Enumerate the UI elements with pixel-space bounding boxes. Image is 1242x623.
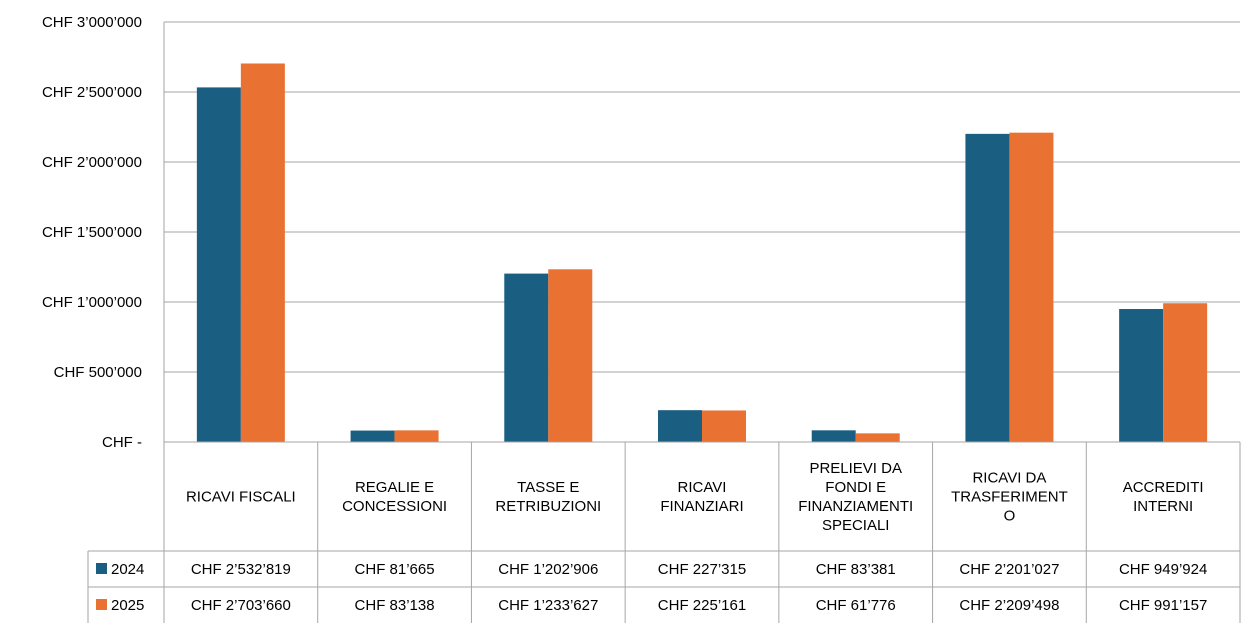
- data-label: CHF 2’209’498: [959, 597, 1059, 614]
- data-label: CHF 1’233’627: [498, 597, 598, 614]
- data-label: CHF 227’315: [658, 561, 746, 578]
- bar-2025-1: [240, 63, 285, 442]
- data-label: CHF 81’665: [355, 561, 435, 578]
- bar-2025-3: [548, 269, 593, 442]
- data-label: CHF 2’201’027: [959, 561, 1059, 578]
- category-label-line: INTERNI: [1133, 498, 1193, 515]
- data-label: CHF 949’924: [1119, 561, 1207, 578]
- data-label: CHF 61’776: [816, 597, 896, 614]
- data-label: CHF 2’532’819: [191, 561, 291, 578]
- category-label: RICAVI DA TRASFERIMENT O: [951, 470, 1068, 525]
- category-label-line: SPECIALI: [822, 517, 890, 534]
- category-label-line: RICAVI: [678, 479, 727, 496]
- bar-2024-1: [196, 87, 241, 443]
- bar-2025-4: [702, 410, 746, 442]
- data-label: CHF 83’381: [816, 561, 896, 578]
- category-label: REGALIE E CONCESSIONI: [342, 479, 447, 515]
- bar-2024-7: [1119, 309, 1164, 442]
- legend-key-2024: [96, 563, 107, 574]
- y-tick-label: CHF -: [102, 434, 142, 451]
- data-label: CHF 2’703’660: [191, 597, 291, 614]
- category-label-line: FONDI E: [825, 479, 886, 496]
- category-label: RICAVI FISCALI: [186, 489, 296, 506]
- category-label-line: ACCREDITI: [1123, 479, 1204, 496]
- y-tick-label: CHF 3’000’000: [42, 14, 142, 31]
- category-label: ACCREDITI INTERNI: [1123, 479, 1204, 515]
- data-label: CHF 225’161: [658, 597, 746, 614]
- bar-2025-7: [1163, 303, 1208, 442]
- legend-label: 2024: [111, 561, 144, 578]
- bar-2024-2: [350, 430, 395, 442]
- y-tick-label: CHF 1’500’000: [42, 224, 142, 241]
- data-label: CHF 991’157: [1119, 597, 1207, 614]
- bar-2024-6: [965, 133, 1010, 443]
- category-label-line: TASSE E: [517, 479, 579, 496]
- category-label: PRELIEVI DA FONDI E FINANZIAMENTI SPECIALI: [798, 460, 913, 534]
- bar-2025-2: [394, 430, 439, 442]
- category-label-line: FINANZIARI: [660, 498, 743, 515]
- legend-key-2025: [96, 599, 107, 610]
- data-label: CHF 1’202’906: [498, 561, 598, 578]
- category-label-line: TRASFERIMENT: [951, 489, 1068, 506]
- bar-2024-3: [504, 273, 549, 442]
- category-label-line: CONCESSIONI: [342, 498, 447, 515]
- bar-2025-5: [855, 433, 900, 442]
- legend-label: 2025: [111, 597, 144, 614]
- bar-2024-5: [811, 430, 856, 442]
- bar-2025-6: [1009, 132, 1054, 442]
- y-tick-label: CHF 2’000’000: [42, 154, 142, 171]
- category-label-line: RICAVI DA: [972, 470, 1046, 487]
- category-label-line: PRELIEVI DA: [809, 460, 902, 477]
- category-label-line: O: [1004, 508, 1016, 525]
- category-label-line: FINANZIAMENTI: [798, 498, 913, 515]
- category-label-line: RETRIBUZIONI: [495, 498, 601, 515]
- category-label-line: RICAVI FISCALI: [186, 489, 296, 506]
- category-label-line: REGALIE E: [355, 479, 434, 496]
- y-tick-label: CHF 500’000: [54, 364, 142, 381]
- category-label: TASSE E RETRIBUZIONI: [495, 479, 601, 515]
- y-tick-label: CHF 1’000’000: [42, 294, 142, 311]
- data-label: CHF 83’138: [355, 597, 435, 614]
- y-tick-label: CHF 2’500’000: [42, 84, 142, 101]
- bar-2024-4: [658, 410, 702, 442]
- category-label: RICAVI FINANZIARI: [660, 479, 743, 515]
